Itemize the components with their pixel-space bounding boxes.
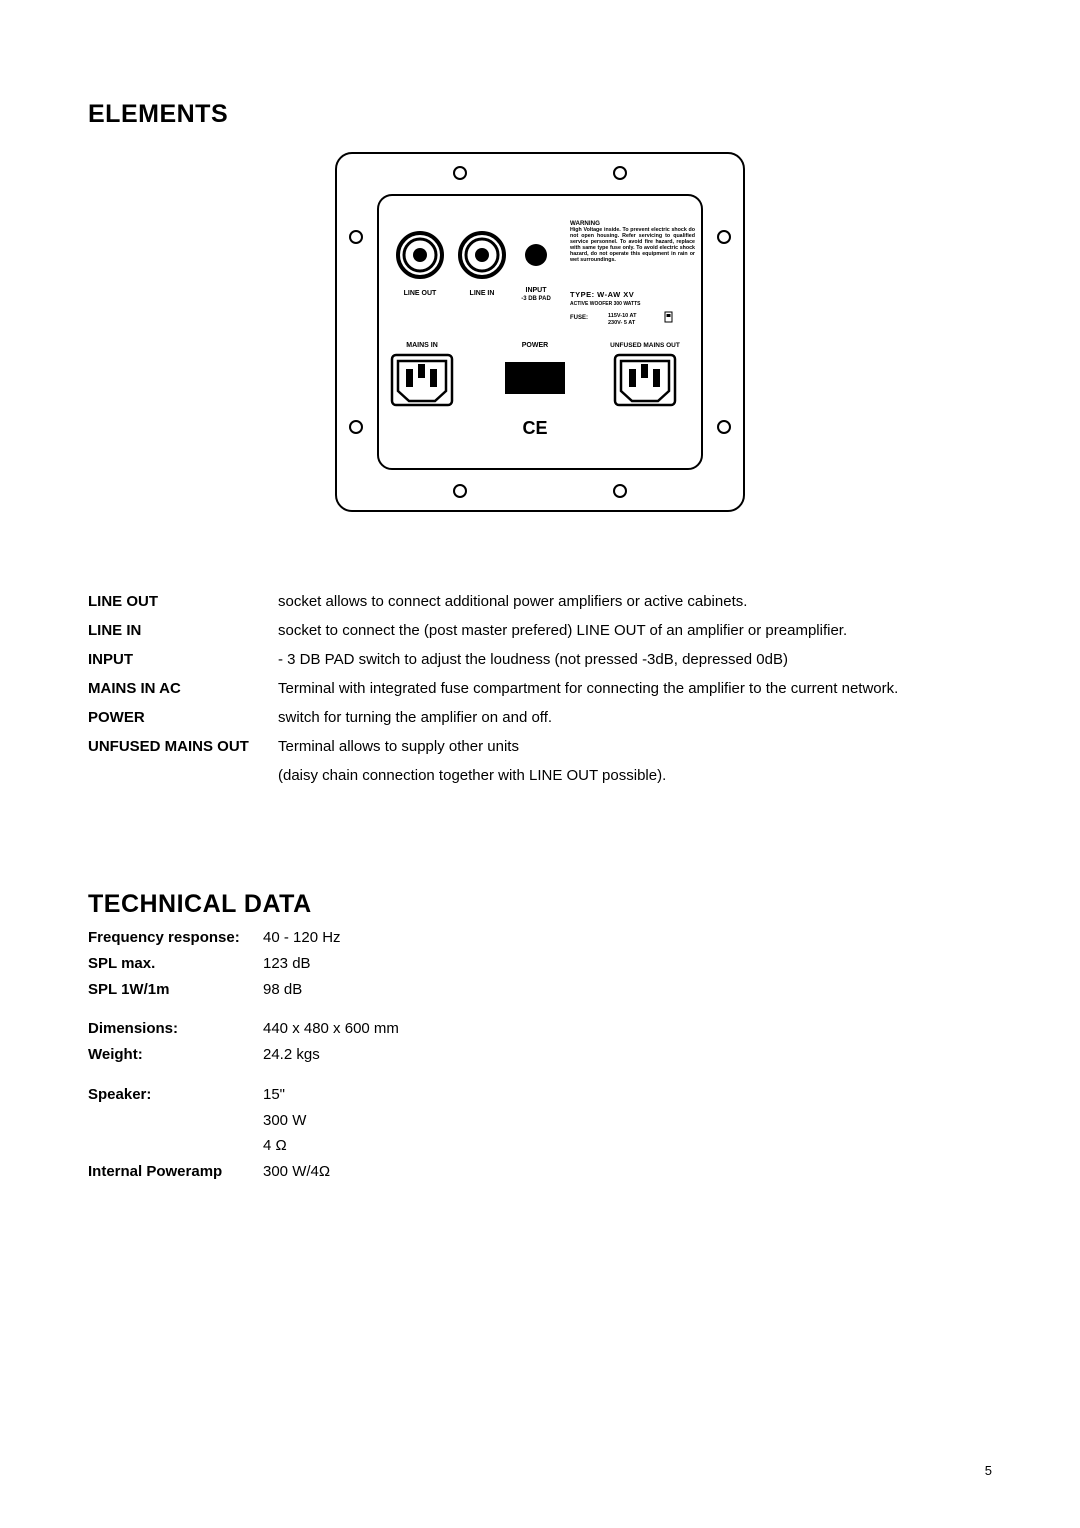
line-out-label: LINE OUT bbox=[404, 290, 437, 297]
element-description: socket allows to connect additional powe… bbox=[278, 587, 992, 616]
tech-key: SPL 1W/1m bbox=[88, 977, 263, 1003]
tech-value: 98 dB bbox=[263, 977, 411, 1003]
input-pad-switch bbox=[525, 244, 547, 266]
table-row: Dimensions:440 x 480 x 600 mm bbox=[88, 1016, 411, 1042]
table-row: INPUT- 3 DB PAD switch to adjust the lou… bbox=[88, 645, 992, 674]
element-description: - 3 DB PAD switch to adjust the loudness… bbox=[278, 645, 992, 674]
mains-in-socket bbox=[392, 355, 452, 405]
elements-table: LINE OUTsocket allows to connect additio… bbox=[88, 587, 992, 790]
table-row: Frequency response:40 - 120 Hz bbox=[88, 925, 411, 951]
table-row: UNFUSED MAINS OUTTerminal allows to supp… bbox=[88, 732, 992, 761]
table-row: SPL 1W/1m98 dB bbox=[88, 977, 411, 1003]
warning-body: High Voltage inside. To prevent electric… bbox=[570, 227, 695, 263]
ce-mark-icon: CE bbox=[522, 418, 547, 438]
power-switch bbox=[505, 362, 565, 394]
element-description: socket to connect the (post master prefe… bbox=[278, 616, 992, 645]
element-label: POWER bbox=[88, 703, 278, 732]
element-description: Terminal with integrated fuse compartmen… bbox=[278, 674, 992, 703]
element-label bbox=[88, 761, 278, 790]
tech-value: 440 x 480 x 600 mm bbox=[263, 1016, 411, 1042]
tech-key: Weight: bbox=[88, 1042, 263, 1068]
input-label: INPUT bbox=[526, 287, 548, 294]
tech-value: 123 dB bbox=[263, 951, 411, 977]
tech-value: 40 - 120 Hz bbox=[263, 925, 411, 951]
unfused-label: UNFUSED MAINS OUT bbox=[610, 342, 680, 349]
table-row: Speaker:15" bbox=[88, 1082, 411, 1108]
elements-heading: ELEMENTS bbox=[88, 100, 992, 129]
table-row: Internal Poweramp300 W/4Ω bbox=[88, 1159, 411, 1185]
table-row: POWERswitch for turning the amplifier on… bbox=[88, 703, 992, 732]
table-row: LINE INsocket to connect the (post maste… bbox=[88, 616, 992, 645]
table-row: Weight:24.2 kgs bbox=[88, 1042, 411, 1068]
line-in-jack bbox=[460, 233, 504, 277]
page-number: 5 bbox=[985, 1463, 992, 1478]
mains-in-label: MAINS IN bbox=[406, 342, 438, 349]
element-description: Terminal allows to supply other units bbox=[278, 732, 992, 761]
element-description: switch for turning the amplifier on and … bbox=[278, 703, 992, 732]
tech-key: Speaker: bbox=[88, 1082, 263, 1108]
element-label: UNFUSED MAINS OUT bbox=[88, 732, 278, 761]
unfused-mains-out-socket bbox=[615, 355, 675, 405]
table-row: 300 W bbox=[88, 1108, 411, 1134]
line-out-jack bbox=[398, 233, 442, 277]
tech-key: Dimensions: bbox=[88, 1016, 263, 1042]
technical-data-table: Frequency response:40 - 120 HzSPL max.12… bbox=[88, 925, 411, 1185]
table-row: MAINS IN ACTerminal with integrated fuse… bbox=[88, 674, 992, 703]
type-line: TYPE: W-AW XV bbox=[570, 290, 634, 299]
technical-data-heading: TECHNICAL DATA bbox=[88, 890, 992, 919]
element-label: LINE IN bbox=[88, 616, 278, 645]
table-row: (daisy chain connection together with LI… bbox=[88, 761, 992, 790]
tech-value: 24.2 kgs bbox=[263, 1042, 411, 1068]
table-row bbox=[88, 1002, 411, 1016]
tech-key bbox=[88, 1133, 263, 1159]
tech-key: Internal Poweramp bbox=[88, 1159, 263, 1185]
back-panel-diagram: LINE OUT LINE IN INPUT -3 DB PAD WARNING… bbox=[88, 147, 992, 517]
input-sub-label: -3 DB PAD bbox=[521, 296, 551, 302]
element-description: (daisy chain connection together with LI… bbox=[278, 761, 992, 790]
tech-key bbox=[88, 1108, 263, 1134]
table-row bbox=[88, 1068, 411, 1082]
tech-value: 4 Ω bbox=[263, 1133, 411, 1159]
element-label: MAINS IN AC bbox=[88, 674, 278, 703]
line-in-label: LINE IN bbox=[470, 290, 495, 297]
power-label: POWER bbox=[522, 342, 548, 349]
element-label: INPUT bbox=[88, 645, 278, 674]
tech-key: Frequency response: bbox=[88, 925, 263, 951]
tech-value: 15" bbox=[263, 1082, 411, 1108]
warning-heading: WARNING bbox=[570, 220, 600, 227]
element-label: LINE OUT bbox=[88, 587, 278, 616]
fuse-val2: 230V- 5 AT bbox=[608, 320, 636, 326]
fuse-label: FUSE: bbox=[570, 315, 588, 321]
table-row: SPL max.123 dB bbox=[88, 951, 411, 977]
table-row: 4 Ω bbox=[88, 1133, 411, 1159]
panel-svg: LINE OUT LINE IN INPUT -3 DB PAD WARNING… bbox=[330, 147, 750, 517]
tech-key: SPL max. bbox=[88, 951, 263, 977]
tech-value: 300 W bbox=[263, 1108, 411, 1134]
fuse-val1: 115V-10 AT bbox=[608, 313, 637, 319]
tech-value: 300 W/4Ω bbox=[263, 1159, 411, 1185]
active-line: ACTIVE WOOFER 300 WATTS bbox=[570, 301, 641, 307]
table-row: LINE OUTsocket allows to connect additio… bbox=[88, 587, 992, 616]
